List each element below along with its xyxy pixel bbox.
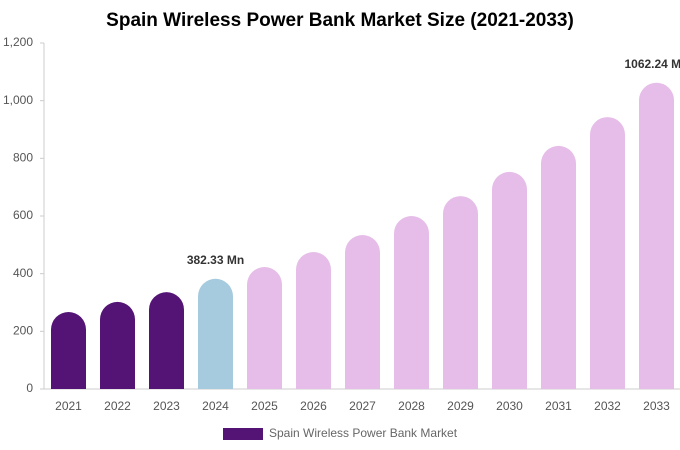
x-tick-label: 2032 <box>594 399 621 413</box>
bar <box>247 267 282 389</box>
y-tick-label: 0 <box>26 381 33 395</box>
y-tick-label: 600 <box>13 208 33 222</box>
x-tick-label: 2033 <box>643 399 670 413</box>
legend-swatch <box>223 428 263 440</box>
y-tick-label: 400 <box>13 266 33 280</box>
x-tick-label: 2021 <box>55 399 82 413</box>
data-label: 382.33 Mn <box>187 253 244 267</box>
y-tick-label: 800 <box>13 151 33 165</box>
y-tick-label: 1,200 <box>3 35 33 49</box>
x-tick-label: 2026 <box>300 399 327 413</box>
bar <box>590 117 625 389</box>
bar <box>492 171 527 389</box>
x-tick-label: 2027 <box>349 399 376 413</box>
x-tick-label: 2028 <box>398 399 425 413</box>
bar <box>149 292 184 389</box>
bar <box>296 252 331 389</box>
bar <box>100 301 135 389</box>
bar <box>639 82 674 390</box>
data-label: 1062.24 Mn <box>624 57 680 71</box>
x-tick-label: 2024 <box>202 399 229 413</box>
y-tick-label: 200 <box>13 324 33 338</box>
x-tick-label: 2031 <box>545 399 572 413</box>
bar <box>443 196 478 389</box>
x-tick-label: 2030 <box>496 399 523 413</box>
bar <box>198 278 233 389</box>
chart-title: Spain Wireless Power Bank Market Size (2… <box>106 10 574 31</box>
bar <box>51 312 86 389</box>
y-tick-label: 1,000 <box>3 93 33 107</box>
x-tick-label: 2029 <box>447 399 474 413</box>
x-tick-label: 2025 <box>251 399 278 413</box>
bar <box>541 145 576 389</box>
bar <box>394 216 429 389</box>
bar <box>345 235 380 389</box>
x-tick-label: 2022 <box>104 399 131 413</box>
legend-label: Spain Wireless Power Bank Market <box>269 426 458 440</box>
x-tick-label: 2023 <box>153 399 180 413</box>
